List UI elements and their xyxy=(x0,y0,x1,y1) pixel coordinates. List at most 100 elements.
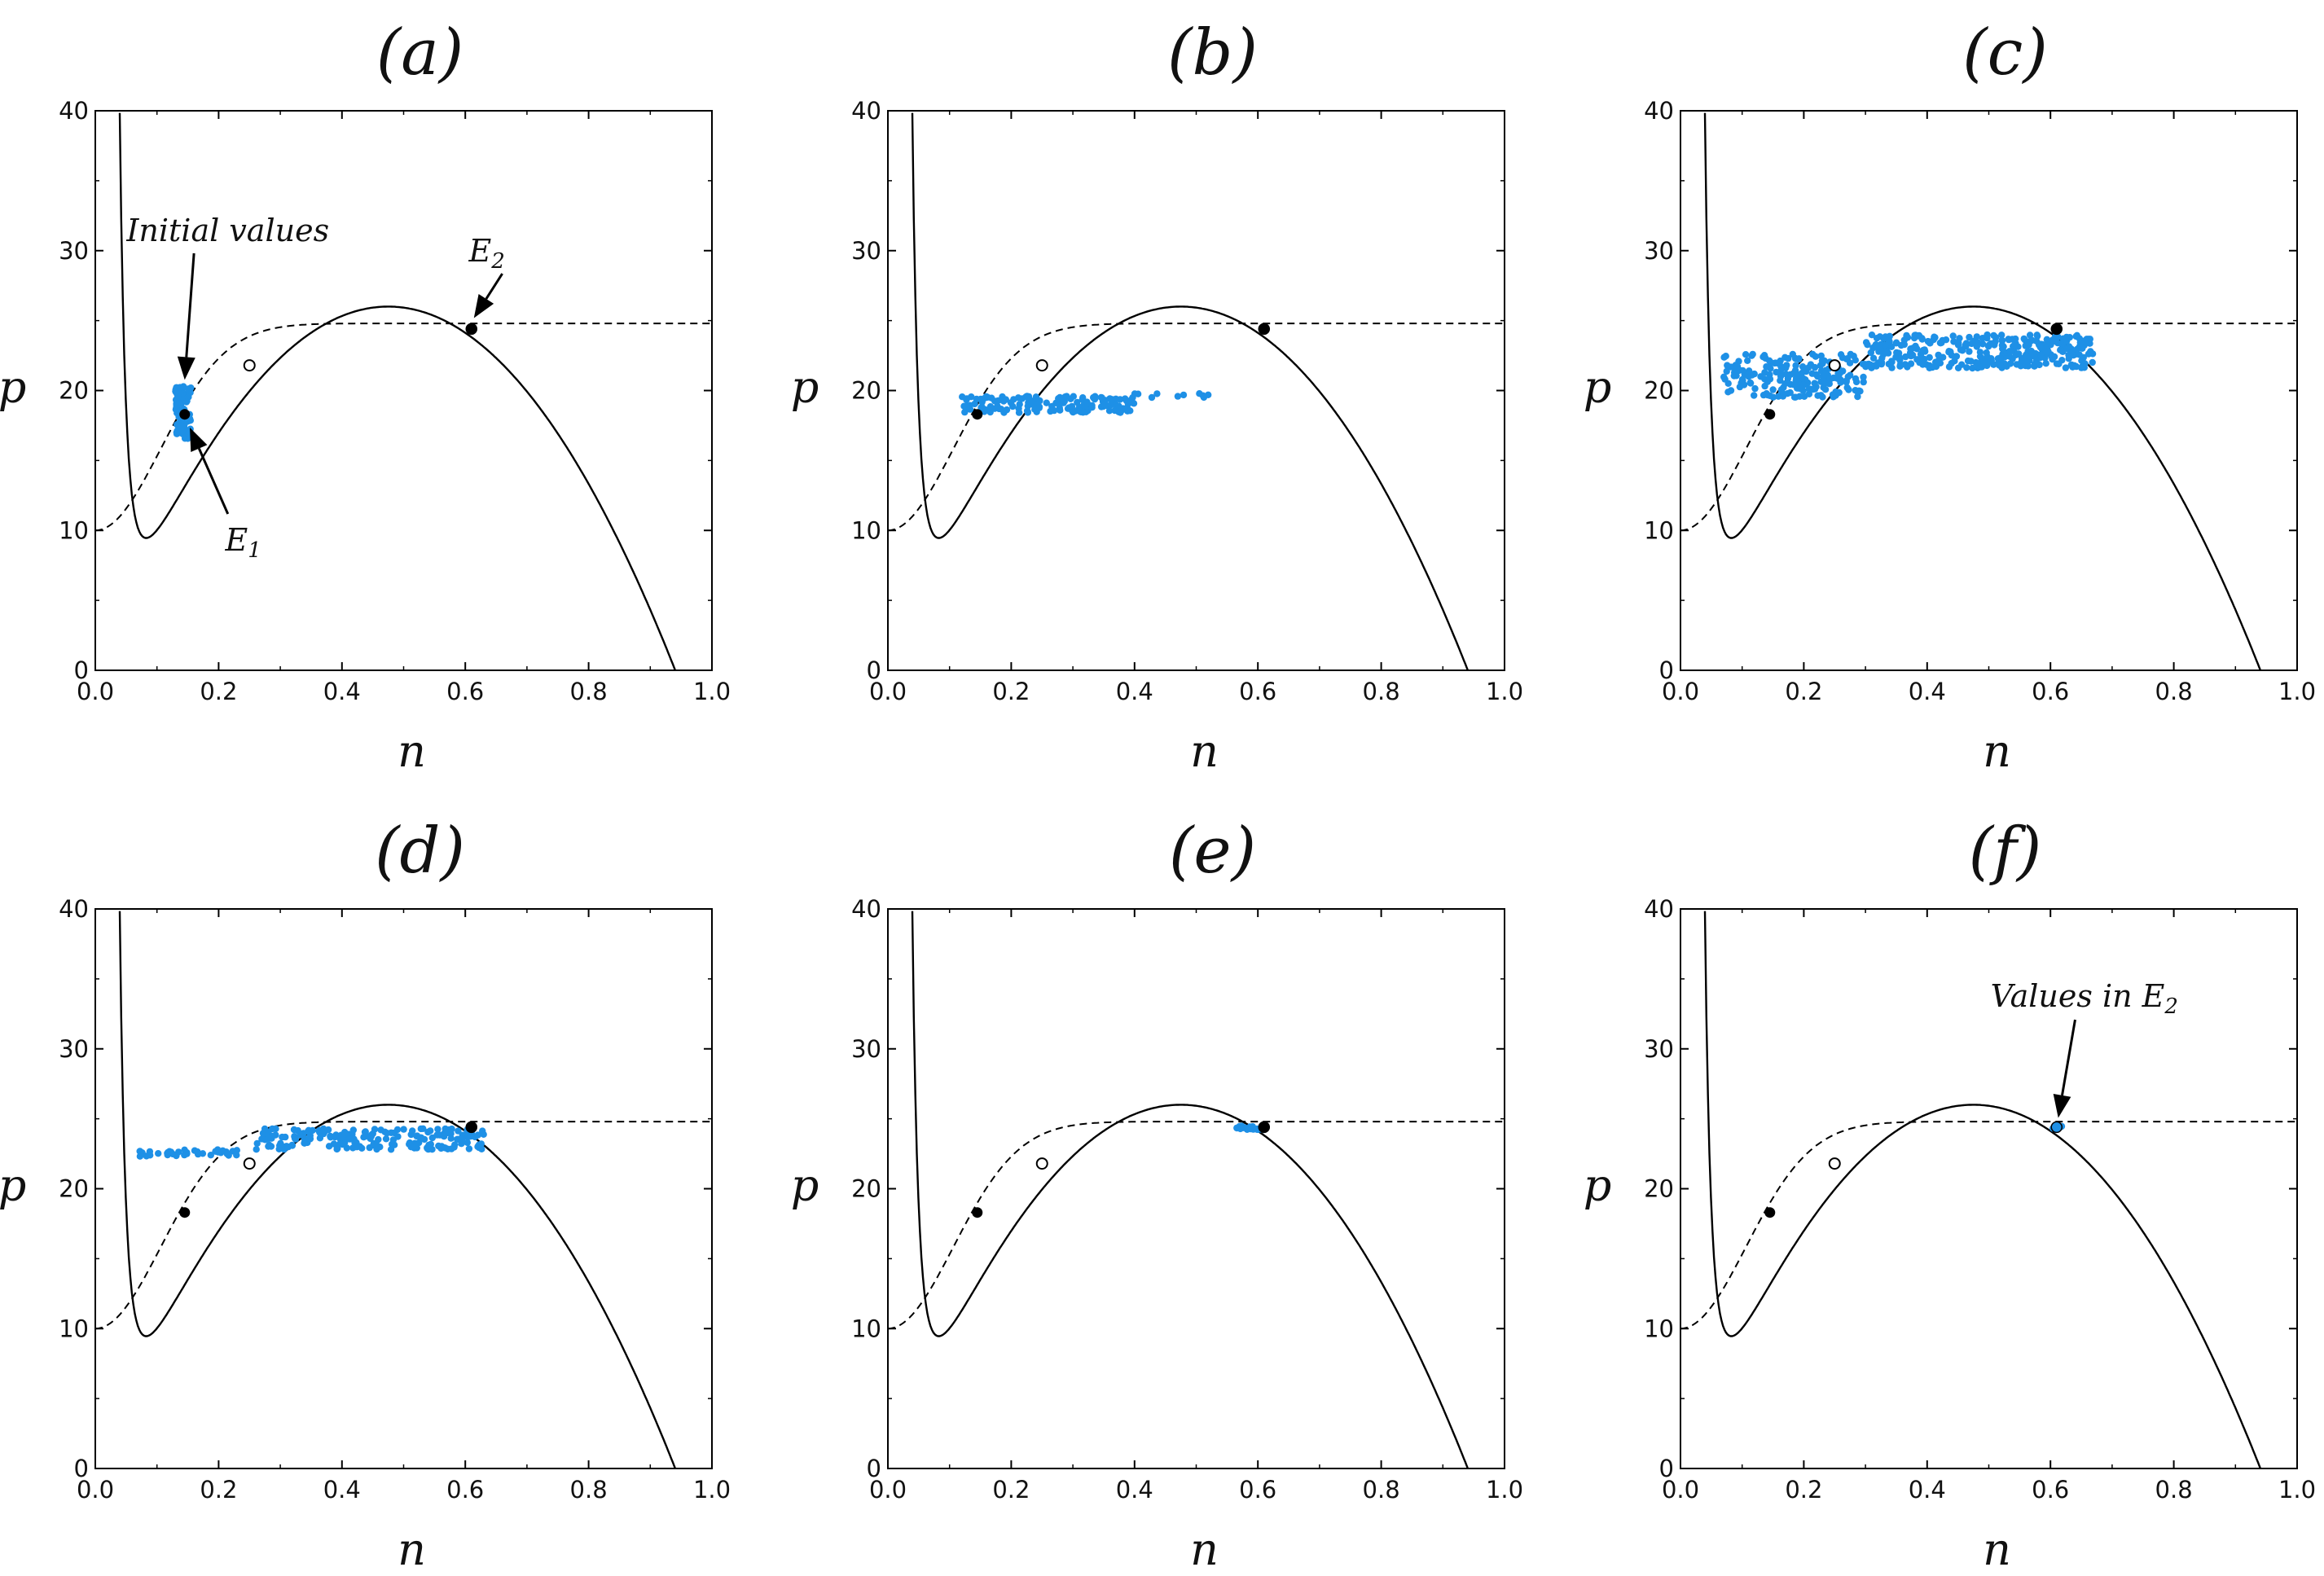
population-point xyxy=(1057,397,1065,404)
equilibrium-e2 xyxy=(1258,323,1271,336)
population-point xyxy=(1246,1123,1254,1130)
population-point xyxy=(1088,404,1096,411)
population-point xyxy=(982,393,990,402)
population-point xyxy=(1918,336,1926,343)
population-point xyxy=(474,1131,481,1139)
population-point xyxy=(1931,358,1940,366)
population-point xyxy=(1777,372,1785,380)
population-point xyxy=(1998,336,2006,345)
population-point xyxy=(1097,393,1105,402)
population-point xyxy=(1791,369,1799,376)
population-point xyxy=(1769,386,1777,393)
population-point xyxy=(253,1139,261,1148)
population-point xyxy=(1966,333,1973,341)
annotation-label: Values in E2 xyxy=(1991,978,2178,1019)
y-axis-label: p xyxy=(1584,1160,1612,1211)
y-tick-label: 30 xyxy=(59,1035,89,1063)
population-point xyxy=(2048,353,2056,361)
panel-f: 0.0 0.2 0.4 0.6 0.8 1.0 0 10 20 30 40 (f) n p Values i… xyxy=(1584,814,2316,1575)
annotation-arrow-head xyxy=(190,428,208,453)
x-tick-label: 0.2 xyxy=(200,1476,237,1504)
x-tick-label: 0.2 xyxy=(1785,1476,1822,1504)
population-point xyxy=(1148,393,1156,402)
x-tick-label: 0.4 xyxy=(1116,1476,1153,1504)
equilibrium-e2 xyxy=(1258,1121,1271,1134)
equilibrium-e2 xyxy=(465,323,478,336)
population-point xyxy=(1958,361,1966,368)
population-point xyxy=(1153,390,1161,397)
x-tick-label: 0.6 xyxy=(1239,1476,1276,1504)
population-point xyxy=(1825,376,1834,384)
population-point xyxy=(2022,342,2029,349)
population-point xyxy=(435,1142,442,1150)
population-point xyxy=(1799,375,1808,383)
population-point xyxy=(143,1152,150,1160)
population-point xyxy=(1733,372,1740,380)
x-tick-label: 0.0 xyxy=(77,1476,114,1504)
population-point xyxy=(1124,400,1132,407)
population-point xyxy=(1998,331,2005,339)
population-point xyxy=(279,1133,286,1141)
population-point xyxy=(324,1126,332,1134)
population-point xyxy=(1814,372,1821,380)
y-axis-label: p xyxy=(1584,362,1612,413)
y-tick-label: 10 xyxy=(1644,516,1674,544)
y-tick-label: 20 xyxy=(1644,377,1674,405)
population-point xyxy=(1945,348,1953,355)
population-point xyxy=(1969,364,1976,372)
population-point xyxy=(400,1126,407,1133)
population-point xyxy=(1075,403,1083,411)
equilibrium-unstable xyxy=(243,1157,256,1170)
y-tick-label: 20 xyxy=(1644,1175,1674,1203)
population-point xyxy=(1936,339,1944,347)
x-tick-label: 1.0 xyxy=(1486,1476,1523,1504)
population-point xyxy=(1720,353,1728,361)
population-point xyxy=(1931,334,1939,341)
population-point xyxy=(1904,334,1912,341)
population-point xyxy=(1990,331,1997,340)
population-point xyxy=(305,1135,313,1142)
population-point xyxy=(2077,340,2085,348)
population-point xyxy=(1130,400,1138,407)
population-point xyxy=(1070,408,1077,416)
y-tick-label: 10 xyxy=(59,1315,89,1342)
population-point xyxy=(2006,360,2014,367)
population-point xyxy=(417,1134,424,1142)
population-point xyxy=(214,1146,222,1153)
population-point xyxy=(1821,386,1830,393)
x-axis-label: n xyxy=(398,726,426,777)
population-point xyxy=(1048,402,1056,410)
x-tick-label: 0.0 xyxy=(1662,678,1699,705)
population-point xyxy=(1996,362,2003,369)
population-point xyxy=(1997,354,2004,362)
population-points xyxy=(136,1125,487,1160)
population-point xyxy=(1862,339,1870,346)
population-point xyxy=(1749,350,1756,358)
equilibrium-e1 xyxy=(1764,1207,1776,1218)
panel-label: (c) xyxy=(1962,16,2048,90)
population-point xyxy=(1876,359,1883,367)
population-point xyxy=(1882,341,1889,349)
y-tick-label: 20 xyxy=(59,1175,89,1203)
population-point xyxy=(1956,335,1963,342)
population-point xyxy=(2019,357,2026,364)
y-tick-label: 40 xyxy=(851,97,881,125)
x-tick-label: 0.8 xyxy=(2155,1476,2193,1504)
x-tick-label: 1.0 xyxy=(693,1476,731,1504)
population-point xyxy=(1979,335,1987,342)
population-point xyxy=(1732,362,1739,369)
population-point xyxy=(258,1135,266,1143)
population-point xyxy=(1973,343,1980,350)
population-point xyxy=(1886,332,1893,340)
dashed-nullcline xyxy=(888,323,1505,532)
plot-area xyxy=(888,112,1505,670)
population-point xyxy=(1880,335,1887,342)
population-point xyxy=(1785,354,1792,362)
x-tick-label: 0.8 xyxy=(1363,678,1400,705)
population-point xyxy=(1002,396,1010,403)
population-points xyxy=(1720,331,2097,401)
population-point xyxy=(1992,338,1999,345)
population-point xyxy=(387,1146,395,1153)
population-point xyxy=(1116,408,1123,415)
solid-nullcline xyxy=(118,112,677,670)
